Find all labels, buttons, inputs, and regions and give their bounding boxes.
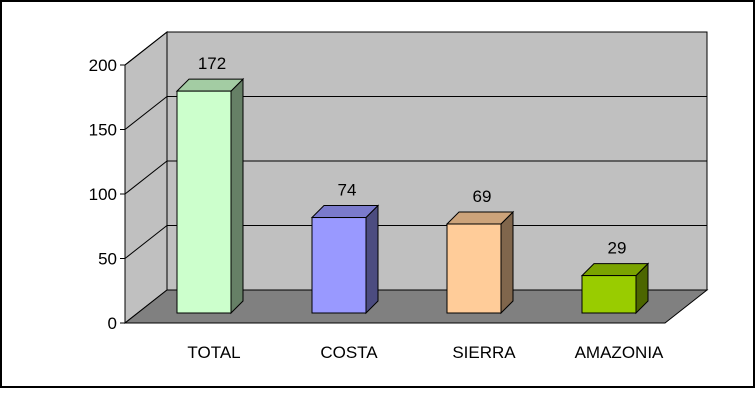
bar-sierra <box>445 210 515 315</box>
data-label: 172 <box>198 54 226 73</box>
floor <box>123 289 709 324</box>
data-labels: 172 74 69 29 <box>198 54 627 257</box>
y-tick-label: 200 <box>89 56 117 75</box>
y-tick-label: 0 <box>108 314 117 333</box>
bar-amazonia <box>580 262 650 315</box>
y-tick-label: 150 <box>89 121 117 140</box>
bar-total <box>175 77 245 315</box>
bar-top <box>580 263 650 277</box>
gridlines <box>124 31 707 259</box>
y-tick-label: 50 <box>98 250 117 269</box>
bar-side <box>230 77 244 315</box>
gridline <box>124 225 707 259</box>
gridline <box>124 31 707 66</box>
bar-side <box>365 204 379 315</box>
data-label: 69 <box>473 187 492 206</box>
data-label: 29 <box>608 239 627 258</box>
bar-top <box>175 78 245 92</box>
x-tick-label: TOTAL <box>187 343 240 362</box>
bar-front <box>176 90 232 314</box>
bar-front <box>581 275 637 314</box>
x-tick-label: SIERRA <box>452 343 516 362</box>
bars <box>175 77 650 315</box>
bar-front <box>446 223 502 314</box>
data-label: 74 <box>338 181 357 200</box>
bar-top <box>445 211 515 225</box>
gridline <box>124 96 707 130</box>
y-tick-label: 100 <box>89 185 117 204</box>
x-axis-labels: TOTAL COSTA SIERRA AMAZONIA <box>187 343 664 362</box>
bar-costa <box>310 204 380 315</box>
bar-top <box>310 205 380 219</box>
bar-front <box>311 217 367 314</box>
x-tick-label: AMAZONIA <box>575 343 664 362</box>
y-axis-ticks: 0 50 100 150 200 <box>89 56 125 333</box>
bar-side <box>500 210 514 315</box>
gridline <box>124 160 707 195</box>
x-tick-label: COSTA <box>320 343 378 362</box>
